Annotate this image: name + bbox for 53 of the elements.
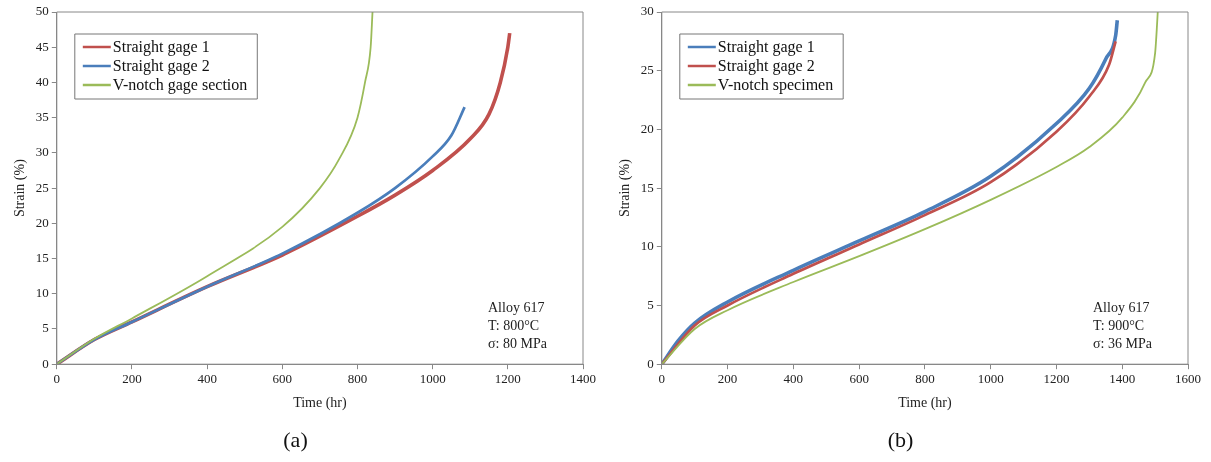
- x-tick-label: 1600: [1175, 371, 1201, 387]
- y-axis-title: Strain (%): [617, 158, 634, 218]
- y-tick-label: 20: [640, 120, 654, 136]
- annotation: σ: 80 MPa: [488, 336, 548, 352]
- text: (a): [283, 426, 308, 452]
- y-tick-label: 40: [35, 73, 49, 89]
- y-tick-label: 45: [35, 38, 49, 54]
- y-tick-label: 0: [42, 355, 49, 371]
- x-tick-label: 400: [783, 371, 804, 387]
- legend-label: V-notch specimen: [717, 76, 834, 95]
- legend-label: Straight gage 2: [717, 57, 815, 76]
- y-tick-label: 10: [640, 238, 654, 254]
- x-tick-label: 1200: [1043, 371, 1070, 387]
- y-tick-label: 0: [647, 355, 654, 371]
- annotation: T: 900°C: [1093, 318, 1145, 334]
- x-axis-title: Time (hr): [898, 394, 952, 411]
- x-tick-label: 200: [122, 371, 142, 387]
- y-tick-label: 5: [647, 296, 654, 312]
- y-tick-label: 25: [640, 62, 654, 78]
- annotation: σ: 36 MPa: [1093, 336, 1153, 352]
- x-tick-label: 1000: [977, 371, 1004, 387]
- annotation: Alloy 617: [488, 300, 545, 316]
- legend-label: Straight gage 1: [112, 38, 210, 57]
- annotation: T: 800°C: [488, 318, 540, 334]
- y-tick-label: 5: [42, 320, 49, 336]
- x-tick-label: 400: [197, 371, 217, 387]
- annotation: Alloy 617: [1093, 300, 1150, 316]
- x-tick-label: 800: [347, 371, 368, 387]
- y-tick-label: 20: [35, 214, 49, 230]
- x-tick-label: 1000: [419, 371, 446, 387]
- y-tick-label: 15: [640, 179, 654, 195]
- x-tick-label: 1400: [1109, 371, 1136, 387]
- x-tick-label: 0: [53, 371, 61, 387]
- y-tick-label: 50: [35, 3, 49, 19]
- x-tick-label: 0: [658, 371, 666, 387]
- x-tick-label: 1400: [570, 371, 596, 387]
- legend-label: Straight gage 1: [717, 38, 815, 57]
- x-tick-label: 600: [272, 371, 293, 387]
- legend-label: V-notch gage section: [112, 76, 248, 95]
- x-tick-label: 200: [717, 371, 738, 387]
- y-axis-title: Strain (%): [12, 158, 29, 218]
- y-tick-label: 15: [35, 249, 49, 265]
- y-tick-label: 10: [35, 285, 49, 301]
- y-tick-label: 25: [35, 179, 49, 195]
- x-tick-label: 600: [849, 371, 869, 387]
- text: (b): [887, 426, 914, 452]
- x-tick-label: 1200: [494, 371, 521, 387]
- y-tick-label: 30: [35, 144, 49, 160]
- x-axis-title: Time (hr): [293, 394, 347, 411]
- y-tick-label: 30: [640, 3, 654, 19]
- legend-label: Straight gage 2: [112, 57, 210, 76]
- x-tick-label: 800: [915, 371, 935, 387]
- y-tick-label: 35: [35, 109, 49, 125]
